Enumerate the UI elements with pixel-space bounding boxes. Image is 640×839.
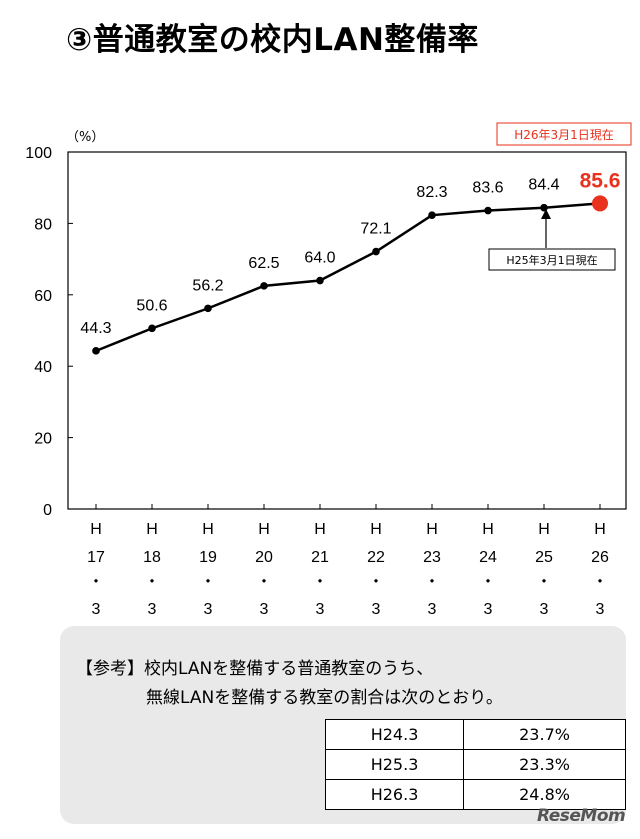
table-cell-value: 24.8% [463, 779, 626, 810]
prev-date-label: H25年3月1日現在 [506, 253, 597, 267]
page-title: ③普通教室の校内LAN整備率 [66, 22, 479, 58]
data-label: 84.4 [528, 177, 559, 194]
y-tick-label: 60 [34, 288, 52, 305]
x-tick-label: 3 [372, 601, 381, 618]
x-tick-label: H [258, 521, 270, 538]
x-tick-label: 3 [484, 601, 493, 618]
data-point [204, 304, 212, 313]
x-tick-label: 3 [540, 601, 549, 618]
x-tick-label: 17 [87, 549, 105, 566]
y-tick-label: 80 [34, 216, 52, 233]
data-point [372, 247, 380, 256]
data-label: 83.6 [472, 180, 503, 197]
series-line [95, 202, 601, 353]
table-cell-year: H24.3 [324, 719, 465, 750]
plot-frame [67, 151, 627, 510]
x-tick-label: ・ [88, 574, 104, 591]
x-tick-label: ・ [368, 574, 384, 591]
resemom-watermark-logo: ReseMom [537, 806, 626, 826]
x-tick-label: H [426, 521, 438, 538]
table-cell-year: H25.3 [324, 749, 465, 780]
x-tick-label: 24 [479, 549, 497, 566]
highlight-point [592, 195, 608, 212]
x-tick-label: 3 [316, 601, 325, 618]
x-tick-label: ・ [312, 574, 328, 591]
x-tick-label: 21 [311, 549, 329, 566]
y-tick-label: 100 [25, 145, 52, 162]
y-tick-label: 40 [34, 359, 52, 376]
x-tick-label: 3 [596, 601, 605, 618]
x-tick-label: 23 [423, 549, 441, 566]
data-label: 50.6 [136, 297, 167, 314]
x-tick-label: ・ [592, 574, 608, 591]
x-tick-label: 26 [591, 549, 609, 566]
x-tick-label: 20 [255, 549, 273, 566]
x-tick-label: 3 [204, 601, 213, 618]
data-point [484, 206, 492, 215]
data-point [92, 347, 100, 355]
prev-date-box [488, 248, 616, 271]
x-tick-label: 3 [428, 601, 437, 618]
y-tick-label: 20 [34, 431, 52, 448]
data-label: 72.1 [360, 221, 391, 238]
x-tick-label: H [370, 521, 382, 538]
table-row: H25.3 23.3% [324, 749, 626, 780]
x-tick-label: ・ [536, 574, 552, 591]
table-row: H24.3 23.7% [324, 719, 626, 750]
data-point [148, 324, 156, 333]
table-row: H26.3 24.8% [324, 779, 626, 810]
x-tick-label: 3 [148, 601, 157, 618]
reference-line-1: 【参考】校内LANを整備する普通教室のうち、 [76, 659, 434, 679]
table-cell-year: H26.3 [324, 779, 465, 810]
x-tick-label: 3 [260, 601, 269, 618]
x-tick-label: ・ [256, 574, 272, 591]
x-tick-label: 22 [367, 549, 385, 566]
data-point [316, 276, 324, 285]
x-tick-label: 18 [143, 549, 161, 566]
line-chart: （%） 0 20 40 60 80 100 H 17 ・ 3 H 18 ・ 3 H 19 ・ 3 H 20 ・ 3 H 21… [25, 122, 632, 618]
data-label: 85.6 [580, 169, 621, 192]
table-cell-value: 23.7% [463, 719, 626, 750]
current-date-label: H26年3月1日現在 [514, 128, 614, 142]
x-tick-label: 19 [199, 549, 217, 566]
data-label: 44.3 [80, 320, 111, 337]
x-tick-label: H [482, 521, 494, 538]
x-tick-label: ・ [200, 574, 216, 591]
current-date-box [496, 122, 632, 146]
reference-table: H24.3 23.7% H25.3 23.3% H26.3 24.8% [324, 719, 626, 810]
y-tick-label: 0 [43, 502, 52, 519]
x-tick-label: ・ [480, 574, 496, 591]
y-axis-unit-label: （%） [66, 130, 104, 145]
reference-panel: 【参考】校内LANを整備する普通教室のうち、 無線LANを整備する教室の割合は次… [60, 626, 626, 824]
data-point [428, 211, 436, 219]
x-tick-label: ・ [424, 574, 440, 591]
table-cell-value: 23.3% [463, 749, 626, 780]
data-label: 62.5 [248, 255, 279, 272]
data-label: 56.2 [192, 277, 223, 294]
x-tick-label: H [538, 521, 550, 538]
x-tick-label: H [594, 521, 606, 538]
data-label: 82.3 [416, 184, 447, 201]
x-tick-label: 25 [535, 549, 553, 566]
data-label: 64.0 [304, 250, 335, 267]
data-point [260, 282, 268, 290]
x-tick-label: H [202, 521, 214, 538]
x-tick-label: 3 [92, 601, 101, 618]
x-tick-label: H [90, 521, 102, 538]
reference-line-2: 無線LANを整備する教室の割合は次のとおり。 [146, 688, 503, 708]
x-tick-label: H [314, 521, 326, 538]
annotation-arrow-head [541, 209, 551, 219]
x-tick-label: ・ [144, 574, 160, 591]
x-tick-label: H [146, 521, 158, 538]
